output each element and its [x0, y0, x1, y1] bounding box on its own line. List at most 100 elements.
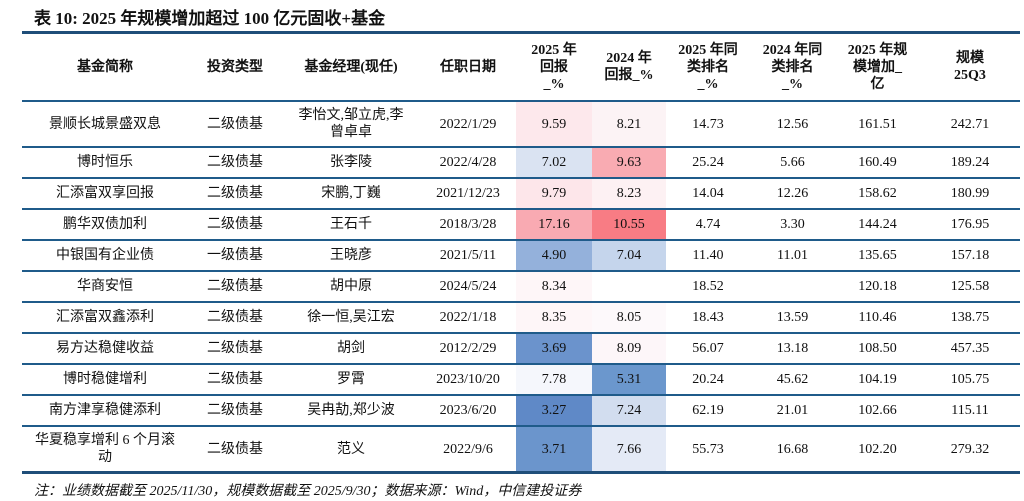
cell-manager: 罗霄 [282, 364, 420, 396]
cell-rank24: 12.56 [750, 101, 835, 148]
cell-scale: 125.58 [920, 271, 1020, 303]
cell-r24: 7.04 [592, 240, 666, 272]
cell-rank24: 16.68 [750, 426, 835, 474]
cell-r24: 5.31 [592, 364, 666, 396]
cell-r25: 4.90 [516, 240, 592, 272]
cell-name: 中银国有企业债 [22, 240, 188, 272]
cell-r25: 7.78 [516, 364, 592, 396]
cell-rank25: 25.24 [666, 147, 750, 179]
cell-inc: 144.24 [835, 209, 920, 241]
cell-inc: 135.65 [835, 240, 920, 272]
cell-date: 2018/3/28 [420, 209, 516, 241]
cell-manager: 张李陵 [282, 147, 420, 179]
cell-rank25: 14.04 [666, 178, 750, 210]
cell-inc: 161.51 [835, 101, 920, 148]
cell-rank25: 56.07 [666, 333, 750, 365]
column-header: 任职日期 [420, 32, 516, 102]
cell-rank24: 45.62 [750, 364, 835, 396]
cell-rank24: 12.26 [750, 178, 835, 210]
cell-r24: 8.23 [592, 178, 666, 210]
cell-inc: 158.62 [835, 178, 920, 210]
table-row: 景顺长城景盛双息 二级债基 李怡文,邹立虎,李曾卓卓 2022/1/29 9.59 8.2… [22, 101, 1020, 148]
cell-name: 华商安恒 [22, 271, 188, 303]
cell-scale: 279.32 [920, 426, 1020, 474]
cell-type: 二级债基 [188, 333, 282, 365]
table-row: 易方达稳健收益 二级债基 胡剑 2012/2/29 3.69 8.09 56.07 13.18… [22, 333, 1020, 365]
cell-manager: 胡中原 [282, 271, 420, 303]
cell-rank25: 11.40 [666, 240, 750, 272]
cell-date: 2024/5/24 [420, 271, 516, 303]
cell-date: 2023/10/20 [420, 364, 516, 396]
table-row: 汇添富双享回报 二级债基 宋鹏,丁巍 2021/12/23 9.79 8.23 14.04 1… [22, 178, 1020, 210]
cell-manager: 宋鹏,丁巍 [282, 178, 420, 210]
column-header: 2025 年规模增加_亿 [835, 32, 920, 102]
cell-type: 二级债基 [188, 364, 282, 396]
cell-type: 二级债基 [188, 426, 282, 474]
cell-rank24: 13.18 [750, 333, 835, 365]
cell-r25: 7.02 [516, 147, 592, 179]
cell-scale: 157.18 [920, 240, 1020, 272]
cell-type: 二级债基 [188, 178, 282, 210]
cell-rank25: 62.19 [666, 395, 750, 427]
cell-type: 二级债基 [188, 147, 282, 179]
cell-type: 二级债基 [188, 101, 282, 148]
cell-date: 2022/4/28 [420, 147, 516, 179]
cell-scale: 105.75 [920, 364, 1020, 396]
cell-inc: 120.18 [835, 271, 920, 303]
table-title: 表 10: 2025 年规模增加超过 100 亿元固收+基金 [34, 9, 386, 28]
cell-scale: 457.35 [920, 333, 1020, 365]
cell-r24: 7.24 [592, 395, 666, 427]
column-header: 投资类型 [188, 32, 282, 102]
cell-r24: 8.05 [592, 302, 666, 334]
cell-date: 2021/5/11 [420, 240, 516, 272]
cell-type: 二级债基 [188, 209, 282, 241]
column-header: 2024 年回报_% [592, 32, 666, 102]
cell-r25: 9.79 [516, 178, 592, 210]
cell-rank25: 20.24 [666, 364, 750, 396]
cell-inc: 102.20 [835, 426, 920, 474]
cell-name: 华夏稳享增利 6 个月滚动 [22, 426, 188, 474]
cell-rank24: 3.30 [750, 209, 835, 241]
cell-scale: 180.99 [920, 178, 1020, 210]
cell-date: 2023/6/20 [420, 395, 516, 427]
cell-rank24: 11.01 [750, 240, 835, 272]
cell-date: 2022/1/18 [420, 302, 516, 334]
cell-manager: 王石千 [282, 209, 420, 241]
cell-inc: 108.50 [835, 333, 920, 365]
cell-type: 一级债基 [188, 240, 282, 272]
table-row: 南方津享稳健添利 二级债基 吴冉劼,郑少波 2023/6/20 3.27 7.24 62.1… [22, 395, 1020, 427]
cell-name: 汇添富双享回报 [22, 178, 188, 210]
cell-manager: 胡剑 [282, 333, 420, 365]
cell-manager: 范义 [282, 426, 420, 474]
cell-rank25: 18.52 [666, 271, 750, 303]
cell-manager: 王晓彦 [282, 240, 420, 272]
column-header: 2025 年回报_% [516, 32, 592, 102]
column-header: 2024 年同类排名_% [750, 32, 835, 102]
cell-manager: 吴冉劼,郑少波 [282, 395, 420, 427]
cell-rank24: 5.66 [750, 147, 835, 179]
cell-r24: 8.21 [592, 101, 666, 148]
cell-r24: 10.55 [592, 209, 666, 241]
column-header: 2025 年同类排名_% [666, 32, 750, 102]
cell-rank24 [750, 271, 835, 303]
footnote: 注：业绩数据截至 2025/11/30，规模数据截至 2025/9/30；数据来… [34, 484, 582, 499]
cell-inc: 102.66 [835, 395, 920, 427]
table-row: 华夏稳享增利 6 个月滚动 二级债基 范义 2022/9/6 3.71 7.66 55.73… [22, 426, 1020, 474]
table-row: 博时稳健增利 二级债基 罗霄 2023/10/20 7.78 5.31 20.24 45.62… [22, 364, 1020, 396]
cell-type: 二级债基 [188, 271, 282, 303]
cell-name: 博时稳健增利 [22, 364, 188, 396]
table-row: 鹏华双债加利 二级债基 王石千 2018/3/28 17.16 10.55 4.74 3.30… [22, 209, 1020, 241]
cell-r24: 8.09 [592, 333, 666, 365]
cell-scale: 242.71 [920, 101, 1020, 148]
cell-manager: 李怡文,邹立虎,李曾卓卓 [282, 101, 420, 148]
cell-inc: 110.46 [835, 302, 920, 334]
cell-scale: 115.11 [920, 395, 1020, 427]
cell-type: 二级债基 [188, 395, 282, 427]
table-row: 汇添富双鑫添利 二级债基 徐一恒,吴江宏 2022/1/18 8.35 8.05 18.43… [22, 302, 1020, 334]
cell-rank25: 4.74 [666, 209, 750, 241]
cell-scale: 138.75 [920, 302, 1020, 334]
column-header: 基金简称 [22, 32, 188, 102]
cell-r24 [592, 271, 666, 303]
cell-name: 博时恒乐 [22, 147, 188, 179]
cell-date: 2021/12/23 [420, 178, 516, 210]
